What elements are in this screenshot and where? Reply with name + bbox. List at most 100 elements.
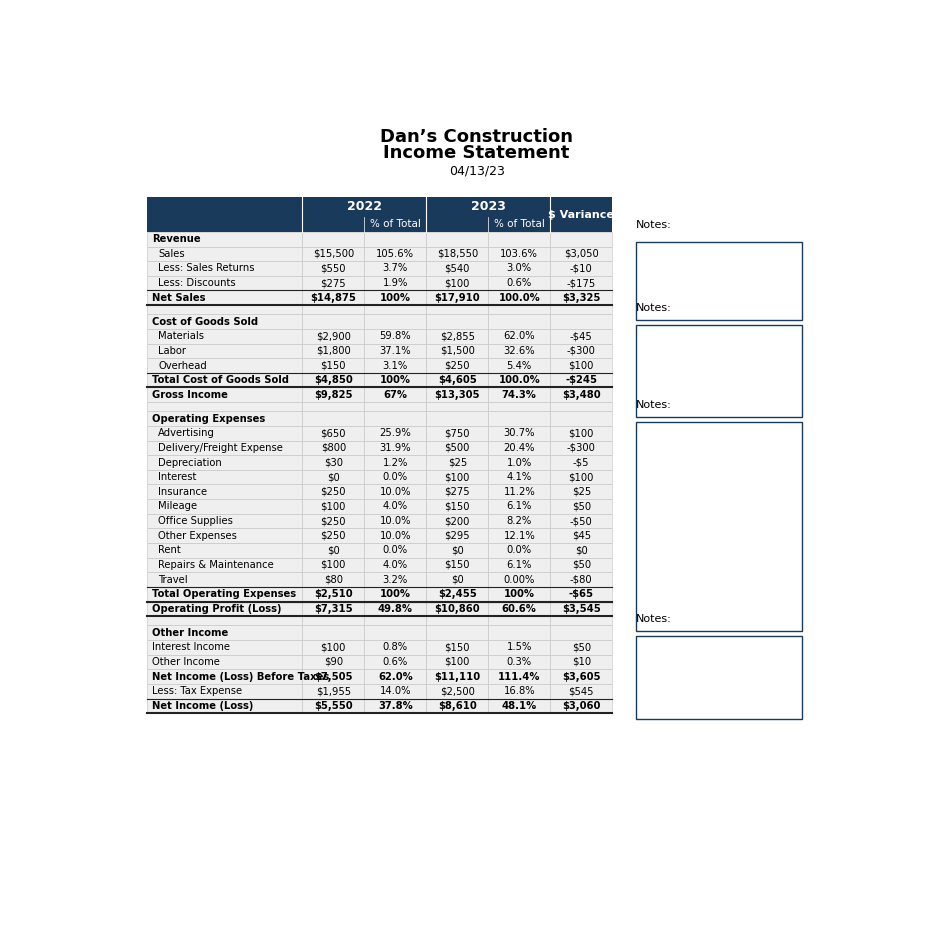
Text: Revenue: Revenue xyxy=(152,234,201,244)
Bar xyxy=(147,314,302,329)
Text: $650: $650 xyxy=(321,429,346,438)
Bar xyxy=(426,261,488,276)
Bar xyxy=(551,499,612,514)
Bar xyxy=(488,305,551,314)
Bar xyxy=(426,557,488,572)
Text: Cost of Goods Sold: Cost of Goods Sold xyxy=(152,317,258,326)
Text: 2022: 2022 xyxy=(347,201,381,213)
Bar xyxy=(488,543,551,557)
Bar xyxy=(551,197,612,232)
Text: 6.1%: 6.1% xyxy=(507,502,532,511)
Bar xyxy=(147,572,302,587)
Bar xyxy=(426,372,488,387)
Text: -$300: -$300 xyxy=(566,346,596,356)
Text: $100: $100 xyxy=(568,429,594,438)
Bar xyxy=(365,626,426,640)
Bar xyxy=(147,305,302,314)
Text: 6.1%: 6.1% xyxy=(507,560,532,570)
Text: Materials: Materials xyxy=(158,331,204,341)
Bar xyxy=(551,455,612,470)
Bar xyxy=(302,276,365,291)
Text: $4,605: $4,605 xyxy=(438,375,476,386)
Text: $4,850: $4,850 xyxy=(313,375,352,386)
Text: $50: $50 xyxy=(572,502,591,511)
Bar xyxy=(551,314,612,329)
Bar xyxy=(488,670,551,684)
Bar xyxy=(302,247,365,261)
Text: 60.6%: 60.6% xyxy=(502,604,537,613)
Bar xyxy=(147,291,612,305)
Text: $13,305: $13,305 xyxy=(434,390,480,400)
Bar xyxy=(147,670,612,684)
Text: Delivery/Freight Expense: Delivery/Freight Expense xyxy=(158,443,283,453)
Text: 0.0%: 0.0% xyxy=(382,472,408,482)
Text: $2,900: $2,900 xyxy=(316,331,351,341)
Bar xyxy=(426,699,488,713)
Bar xyxy=(365,426,426,441)
Text: $2,510: $2,510 xyxy=(314,589,352,599)
Text: $9,825: $9,825 xyxy=(314,390,352,400)
Bar xyxy=(488,358,551,372)
Bar xyxy=(488,291,551,305)
Bar xyxy=(488,655,551,670)
Bar xyxy=(426,640,488,655)
Text: 37.1%: 37.1% xyxy=(379,346,411,356)
Bar xyxy=(147,601,302,616)
Bar xyxy=(488,402,551,412)
Text: -$5: -$5 xyxy=(573,458,590,467)
Bar xyxy=(302,232,365,247)
Bar xyxy=(551,261,612,276)
Bar xyxy=(551,387,612,402)
Bar xyxy=(426,441,488,455)
Bar xyxy=(365,684,426,699)
Text: $8,610: $8,610 xyxy=(438,701,476,711)
Text: Gross Income: Gross Income xyxy=(152,390,228,400)
Bar xyxy=(426,217,488,232)
Text: $50: $50 xyxy=(572,643,591,652)
Bar xyxy=(551,557,612,572)
Bar xyxy=(488,470,551,484)
Bar xyxy=(365,484,426,499)
Bar xyxy=(426,514,488,528)
Bar xyxy=(147,402,612,412)
Bar xyxy=(426,601,488,616)
Bar xyxy=(426,291,488,305)
Text: $2,855: $2,855 xyxy=(440,331,474,341)
Bar xyxy=(147,305,612,314)
Text: $800: $800 xyxy=(321,443,346,453)
Text: 04/13/23: 04/13/23 xyxy=(448,164,505,177)
Bar xyxy=(551,543,612,557)
Text: 62.0%: 62.0% xyxy=(378,672,413,682)
Text: 100%: 100% xyxy=(379,293,411,303)
Bar xyxy=(365,329,426,343)
Bar xyxy=(426,276,488,291)
Text: $150: $150 xyxy=(445,643,470,652)
Bar xyxy=(302,572,365,587)
Bar xyxy=(147,484,612,499)
Bar xyxy=(302,470,365,484)
Text: $0: $0 xyxy=(451,575,464,584)
Bar xyxy=(426,670,488,684)
Bar xyxy=(426,626,488,640)
Bar xyxy=(488,699,551,713)
Bar xyxy=(551,426,612,441)
Bar xyxy=(147,543,612,557)
Text: 1.2%: 1.2% xyxy=(382,458,408,467)
Text: 100%: 100% xyxy=(379,589,411,599)
Bar xyxy=(365,305,426,314)
Text: -$50: -$50 xyxy=(570,516,592,526)
Bar xyxy=(147,557,302,572)
Bar xyxy=(365,670,426,684)
Text: 12.1%: 12.1% xyxy=(503,531,535,540)
Bar xyxy=(147,261,302,276)
Text: $25: $25 xyxy=(572,487,591,497)
Text: $1,500: $1,500 xyxy=(440,346,474,356)
Text: 62.0%: 62.0% xyxy=(503,331,535,341)
Bar xyxy=(302,699,365,713)
Bar xyxy=(488,441,551,455)
Text: 67%: 67% xyxy=(383,390,407,400)
Bar xyxy=(365,314,426,329)
Bar xyxy=(426,499,488,514)
Text: 10.0%: 10.0% xyxy=(379,487,411,497)
Bar xyxy=(365,372,426,387)
